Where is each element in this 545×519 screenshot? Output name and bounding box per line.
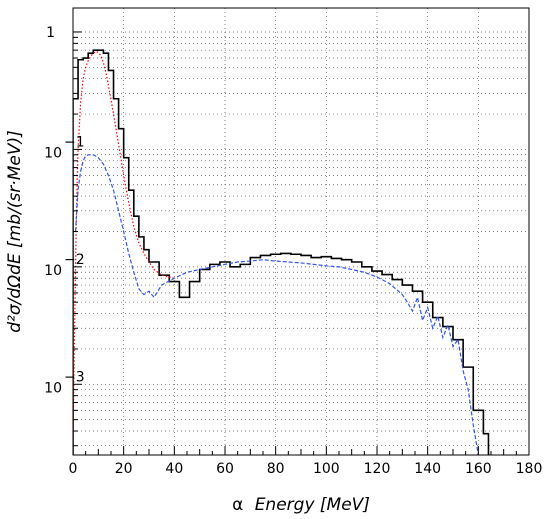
x-tick-label: 40 <box>165 461 183 477</box>
y-tick-exponent: −3 <box>64 369 85 385</box>
x-tick-label: 100 <box>313 461 340 477</box>
x-tick-label: 160 <box>465 461 492 477</box>
series-group <box>73 49 490 455</box>
y-tick-label: 10 <box>44 380 62 396</box>
y-tick-exponent: −2 <box>64 252 85 268</box>
x-axis-label-text: Energy [MeV] <box>255 495 370 515</box>
y-tick-label: 1 <box>46 25 55 41</box>
x-tick-label: 140 <box>414 461 441 477</box>
x-tick-label: 120 <box>364 461 391 477</box>
y-tick-label: 10 <box>44 145 62 161</box>
x-tick-label: 20 <box>115 461 133 477</box>
y-tick-exponent: −1 <box>64 134 85 150</box>
x-tick-label: 60 <box>216 461 234 477</box>
y-axis-title: d²σ/dΩdE [mb/(sr·MeV)] <box>5 130 25 332</box>
x-axis-symbol: α <box>232 495 243 515</box>
y-tick-label: 10 <box>44 263 62 279</box>
histogram-line <box>73 49 490 455</box>
series-layer <box>73 49 490 455</box>
x-tick-label: 0 <box>69 461 78 477</box>
grid <box>73 8 529 455</box>
x-tick-label: 180 <box>516 461 543 477</box>
x-tick-label: 80 <box>267 461 285 477</box>
x-axis-title: α Energy [MeV] <box>232 495 370 515</box>
axis-ticks <box>72 31 530 455</box>
red-dotted-curve <box>73 50 175 446</box>
blue-dashed-curve <box>74 154 479 455</box>
